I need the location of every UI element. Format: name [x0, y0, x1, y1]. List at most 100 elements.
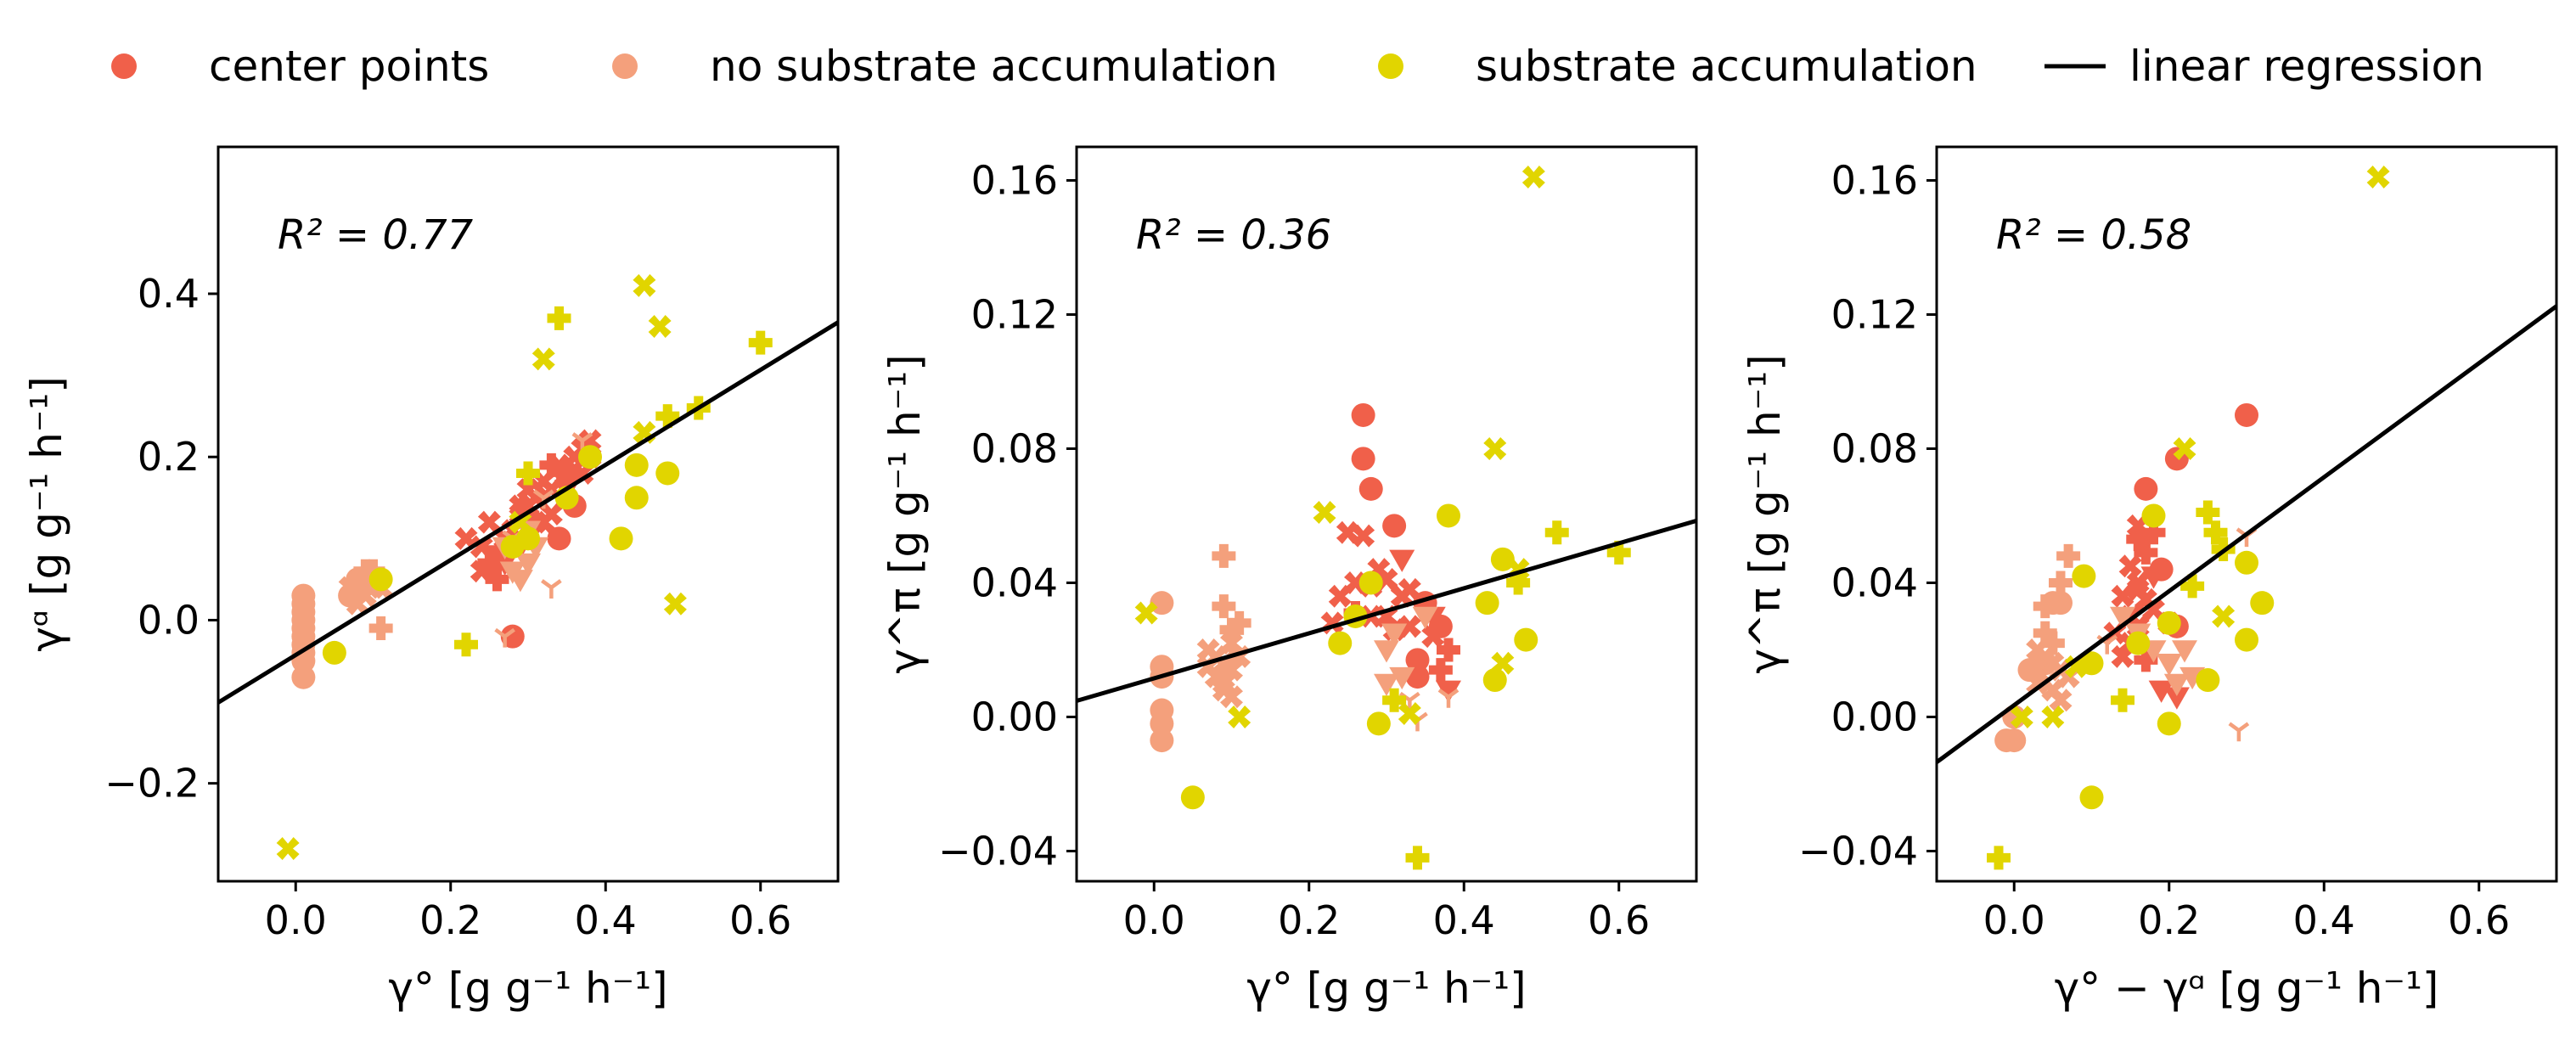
data-point	[2118, 554, 2142, 578]
data-point	[2235, 550, 2258, 575]
data-point	[1483, 436, 1507, 460]
data-point	[1358, 476, 1383, 501]
regression-line	[218, 320, 838, 705]
data-point	[2250, 591, 2275, 616]
axes-frame	[1935, 145, 2558, 883]
y-axis-label: γ^π [g g⁻¹ h⁻¹]	[1741, 354, 1790, 673]
data-point	[1180, 785, 1205, 810]
subplot-3: 0.0 0.2 0.4 0.6 −0.04 0.00 0.04 0.08 0.12 0.16 R² …	[1741, 145, 2558, 1013]
x-tick-label: 0.0	[1983, 897, 2045, 943]
data-point	[2134, 476, 2158, 501]
data-point	[276, 837, 300, 861]
data-point	[1212, 543, 1236, 568]
data-point	[2049, 571, 2073, 595]
subplot-2: 0.0 0.2 0.4 0.6 −0.04 0.00 0.04 0.08 0.12 0.16 R² …	[880, 145, 1698, 1013]
series-3	[1134, 166, 1631, 870]
data-point	[655, 404, 680, 429]
y-tick-label: −0.2	[104, 761, 200, 807]
y-tick-label: 0.2	[138, 434, 200, 480]
data-point	[1374, 640, 1399, 663]
data-point	[2079, 785, 2104, 810]
axes-frame	[1075, 145, 1698, 883]
data-point	[1521, 166, 1545, 189]
data-point	[2134, 540, 2158, 565]
regression-line	[1077, 518, 1696, 703]
data-point	[2049, 689, 2073, 712]
y-tick-label: 0.16	[1831, 157, 1918, 203]
legend: center points no substrate accumulation …	[0, 0, 2576, 127]
data-point	[2064, 655, 2088, 678]
y-axis-label: γᵅ [g g⁻¹ h⁻¹]	[22, 376, 71, 652]
data-point	[507, 570, 533, 593]
data-point	[1544, 520, 1569, 545]
y-axis-label: γ^π [g g⁻¹ h⁻¹]	[880, 354, 930, 673]
data-point	[1398, 577, 1421, 601]
data-point	[516, 478, 540, 502]
data-point	[516, 461, 540, 486]
data-point	[322, 640, 346, 665]
data-point	[2141, 503, 2166, 528]
data-point	[1398, 615, 1421, 638]
x-tick-label: 0.4	[1433, 897, 1495, 943]
data-point	[2235, 402, 2258, 427]
data-point	[1228, 705, 1251, 728]
legend-label-linear-regression: linear regression	[2129, 42, 2484, 91]
data-point	[2111, 688, 2134, 712]
data-point	[1227, 610, 1251, 635]
data-point	[2156, 654, 2182, 677]
data-point	[2142, 598, 2165, 621]
x-tick-label: 0.4	[2293, 897, 2355, 943]
data-point	[1606, 540, 1631, 565]
data-point	[1220, 685, 1243, 709]
y-tick-label: 0.04	[971, 559, 1058, 605]
data-point	[1987, 846, 2011, 870]
axes-frame	[217, 145, 840, 883]
data-point	[454, 632, 478, 657]
data-point	[539, 453, 564, 477]
data-point	[1437, 688, 1460, 708]
data-point	[454, 526, 478, 550]
r2-annotation: R² = 0.36	[1136, 211, 1331, 259]
data-point	[2002, 728, 2027, 753]
data-point	[1437, 638, 1460, 662]
data-point	[663, 592, 687, 616]
data-point	[1150, 728, 1174, 753]
data-point	[2033, 594, 2057, 619]
x-tick-label: 0.2	[2138, 897, 2200, 943]
data-point	[509, 510, 532, 534]
data-point	[1313, 501, 1336, 525]
y-tick-label: 0.12	[1831, 291, 1918, 337]
data-point	[2163, 673, 2190, 696]
data-point	[2173, 436, 2196, 460]
data-point	[2163, 687, 2190, 710]
legend-label-accumulation: substrate accumulation	[1476, 42, 1977, 91]
x-axis-label: γ° − γᵅ [g g⁻¹ h⁻¹]	[2055, 964, 2439, 1013]
data-point	[2196, 500, 2220, 525]
data-point	[1514, 627, 1538, 652]
data-point	[2212, 604, 2236, 628]
data-point	[2157, 610, 2181, 635]
data-point	[1382, 688, 1407, 712]
data-point	[477, 510, 501, 534]
data-point	[1219, 617, 1244, 642]
data-point	[609, 526, 633, 551]
legend-marker-no-accumulation	[612, 53, 638, 79]
points-layer	[1134, 166, 1631, 870]
x-tick-label: 0.6	[729, 897, 791, 943]
data-point	[2228, 722, 2250, 742]
y-tick-label: 0.08	[971, 425, 1058, 471]
regression-line	[1937, 304, 2556, 764]
data-point	[470, 559, 493, 583]
y-tick-label: 0.08	[1831, 425, 1918, 471]
data-point	[648, 314, 672, 338]
data-point	[2366, 166, 2390, 189]
data-point	[1381, 623, 1408, 646]
y-tick-label: −0.04	[938, 828, 1058, 874]
y-tick-label: 0.0	[138, 597, 200, 643]
data-point	[2196, 668, 2220, 693]
data-point	[547, 526, 571, 551]
legend-item-accumulation: substrate accumulation	[1367, 32, 1977, 100]
series-2	[1150, 543, 1460, 753]
data-point	[1428, 658, 1453, 683]
x-tick-label: 0.2	[419, 897, 481, 943]
